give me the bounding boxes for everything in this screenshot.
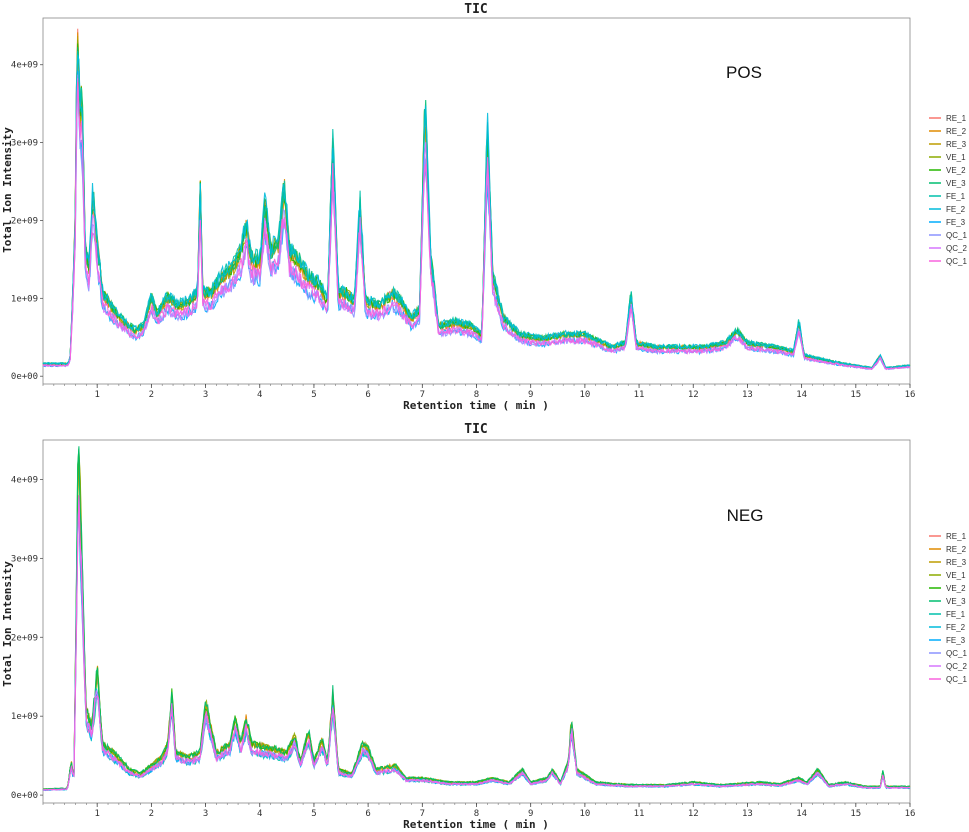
y-axis-title: Total Ion Intensity	[1, 561, 14, 687]
x-tick-label: 14	[796, 809, 807, 819]
legend-label: RE_1	[946, 532, 967, 541]
legend-label: RE_1	[946, 114, 967, 123]
x-tick-label: 12	[688, 809, 699, 819]
x-axis-title: Retention time ( min )	[403, 399, 549, 412]
pos-chart-panel: TIC 0e+00 1e+09 2e+09 3e+09 4e+09 1 2 3 4 5 6 7 8 9 10…	[1, 2, 967, 412]
chart-title: TIC	[464, 2, 487, 17]
plot-area	[42, 439, 911, 804]
x-tick-label: 10	[579, 809, 590, 819]
x-tick-label: 2	[149, 390, 154, 400]
y-tick-label: 0e+00	[11, 372, 38, 382]
x-tick-label: 11	[634, 390, 645, 400]
legend-label: QC_1	[946, 257, 967, 266]
legend-label: RE_2	[946, 127, 967, 136]
x-axis-title: Retention time ( min )	[403, 818, 549, 831]
series-line-fe-2	[42, 54, 910, 369]
chart-title: TIC	[464, 422, 487, 437]
x-tick-label: 11	[634, 809, 645, 819]
series-layer	[42, 28, 911, 371]
x-tick-label: 13	[742, 390, 753, 400]
series-line-qc-1	[42, 495, 911, 791]
y-tick-label: 4e+09	[11, 61, 38, 71]
legend-label: QC_2	[946, 662, 967, 671]
y-tick-label: 1e+09	[11, 712, 38, 722]
legend-label: FE_1	[946, 610, 966, 619]
neg-chart-panel: TIC 0e+00 1e+09 2e+09 3e+09 4e+09 1 2 3 4 5 6 7 8 9 10…	[0, 416, 969, 832]
y-axis-title: Total Ion Intensity	[1, 127, 14, 253]
legend-label: FE_3	[946, 636, 966, 645]
x-tick-label: 9	[528, 809, 533, 819]
x-tick-label: 6	[365, 809, 370, 819]
x-tick-label: 3	[203, 809, 208, 819]
legend-label: VE_3	[946, 597, 966, 606]
x-tick-label: 16	[905, 390, 916, 400]
x-tick-label: 15	[850, 809, 861, 819]
legend-label: QC_1	[946, 231, 967, 240]
legend-label: FE_2	[946, 623, 966, 632]
legend-label: RE_2	[946, 545, 967, 554]
legend-label: QC_1	[946, 649, 967, 658]
y-tick-label: 3e+09	[11, 554, 38, 564]
legend-label: VE_1	[946, 571, 966, 580]
x-tick-label: 4	[257, 809, 262, 819]
x-tick-label: 3	[203, 390, 208, 400]
legend-label: RE_3	[946, 140, 967, 149]
x-tick-label: 10	[579, 390, 590, 400]
x-tick-label: 12	[688, 390, 699, 400]
x-tick-label: 4	[257, 390, 262, 400]
legend-label: VE_1	[946, 153, 966, 162]
series-layer	[42, 446, 911, 792]
legend-label: VE_2	[946, 584, 966, 593]
legend-label: QC_2	[946, 244, 967, 253]
y-tick-label: 1e+09	[11, 294, 38, 304]
x-tick-label: 2	[149, 809, 154, 819]
legend-label: FE_2	[946, 205, 966, 214]
legend-label: QC_1	[946, 675, 967, 684]
y-tick-label: 3e+09	[11, 139, 38, 149]
legend-label: FE_3	[946, 218, 966, 227]
x-tick-label: 7	[420, 390, 425, 400]
y-tick-label: 4e+09	[11, 475, 38, 485]
series-line-qc-1	[42, 81, 911, 371]
ion-mode-label: NEG	[727, 506, 764, 525]
x-tick-label: 7	[420, 809, 425, 819]
legend: RE_1 RE_2 RE_3 VE_1 VE_2 VE_3 FE_1 FE_2 FE_3 QC_1…	[929, 114, 967, 266]
legend-label: RE_3	[946, 558, 967, 567]
x-tick-label: 16	[905, 809, 916, 819]
series-line-fe-1	[42, 50, 911, 369]
legend-label: VE_2	[946, 166, 966, 175]
legend-label: FE_1	[946, 192, 966, 201]
x-tick-label: 14	[796, 390, 807, 400]
x-tick-label: 8	[474, 390, 479, 400]
legend-label: VE_3	[946, 179, 966, 188]
x-tick-label: 15	[850, 390, 861, 400]
x-tick-label: 1	[94, 809, 99, 819]
x-tick-label: 5	[311, 809, 316, 819]
x-tick-label: 8	[474, 809, 479, 819]
ion-mode-label: POS	[726, 63, 762, 82]
x-tick-label: 1	[94, 390, 99, 400]
y-tick-label: 0e+00	[11, 791, 38, 801]
x-tick-label: 13	[742, 809, 753, 819]
x-tick-label: 9	[528, 390, 533, 400]
y-tick-label: 2e+09	[11, 633, 38, 643]
plot-area	[42, 17, 911, 385]
x-tick-label: 5	[311, 390, 316, 400]
legend: RE_1 RE_2 RE_3 VE_1 VE_2 VE_3 FE_1 FE_2 FE_3 QC_1…	[929, 532, 967, 684]
x-tick-label: 6	[365, 390, 370, 400]
y-tick-label: 2e+09	[11, 216, 38, 226]
